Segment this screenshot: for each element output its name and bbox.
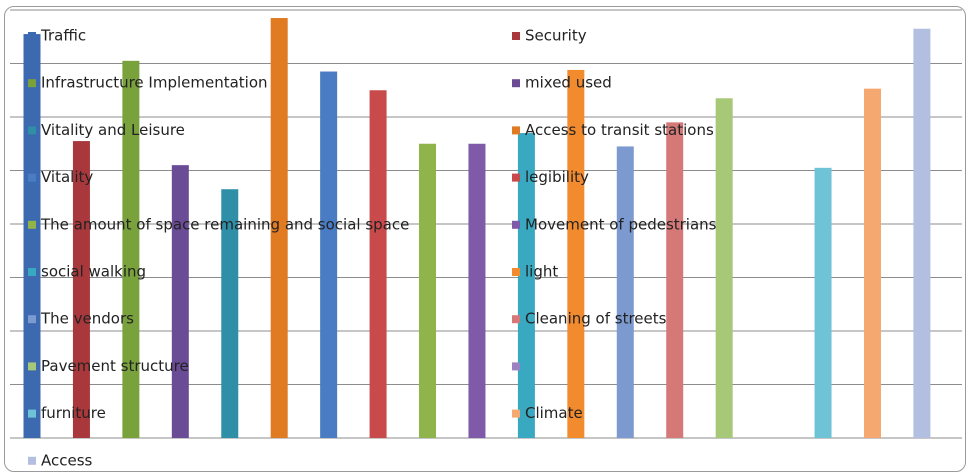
legend-label: Access to transit stations [525, 121, 714, 139]
bar-access-to-transit-stations [270, 18, 288, 439]
bar-the-vendors [616, 146, 634, 439]
legend-swatch [512, 409, 520, 418]
legend-swatch [512, 79, 520, 88]
legend-label: Cleaning of streets [525, 310, 667, 328]
legend-swatch [28, 409, 36, 418]
bar-mixed-used [171, 165, 189, 438]
legend-label: Vitality and Leisure [41, 121, 185, 139]
bar-vitality-and-leisure [221, 189, 239, 438]
legend-swatch [512, 362, 520, 371]
legend-swatch [512, 173, 520, 182]
legend-swatch [512, 220, 520, 229]
legend-swatch [28, 126, 36, 135]
legend-swatch [28, 220, 36, 229]
legend-label: legibility [525, 168, 589, 186]
bar-access [913, 28, 931, 438]
legend-swatch [512, 268, 520, 276]
bar-legibility [369, 90, 387, 438]
bar-pavement-structure [715, 98, 733, 439]
bar-social-walking [517, 133, 535, 439]
bar-infrastructure-implementation [122, 60, 140, 438]
legend-label: Movement of pedestrians [525, 215, 717, 233]
legend-label: Climate [525, 404, 583, 422]
legend-label: Vitality [41, 168, 93, 186]
legend-swatch [28, 32, 36, 40]
legend-label: Pavement structure [41, 357, 189, 375]
legend-swatch [512, 32, 520, 40]
bars [23, 18, 931, 439]
legend-label: light [525, 263, 558, 281]
bar-vitality [320, 71, 338, 439]
legend-swatch [512, 126, 520, 135]
legend-swatch [28, 362, 36, 371]
bar-light [567, 69, 585, 439]
legend-label: Security [525, 27, 587, 45]
legend-swatch [512, 315, 520, 324]
bar-traffic [23, 34, 41, 438]
gridlines [10, 9, 962, 439]
legend-swatch [28, 268, 36, 276]
legend-label: furniture [41, 404, 106, 422]
legend-label: Traffic [40, 27, 86, 45]
bar-furniture [814, 167, 832, 438]
legend-swatch [28, 173, 36, 182]
legend-swatch [28, 79, 36, 88]
legend-label: Access [41, 451, 93, 469]
bar-the-amount-of-space-remaining-and-social-space [419, 143, 437, 438]
legend-label: Infrastructure Implementation [41, 74, 268, 92]
bar-movement-of-pedestrians [468, 143, 486, 438]
legend-label: The vendors [40, 310, 134, 328]
legend-swatch [28, 456, 36, 465]
bar-cleaning-of-streets [666, 122, 684, 438]
bar-security [72, 141, 90, 438]
legend-label: The amount of space remaining and social… [40, 215, 409, 233]
legend-label: social walking [41, 263, 146, 281]
legend: Traffic Security Infrastructure Implementa… [28, 27, 717, 469]
legend-swatch [28, 315, 36, 324]
legend-label: mixed used [525, 74, 612, 92]
bar-climate [863, 88, 881, 439]
